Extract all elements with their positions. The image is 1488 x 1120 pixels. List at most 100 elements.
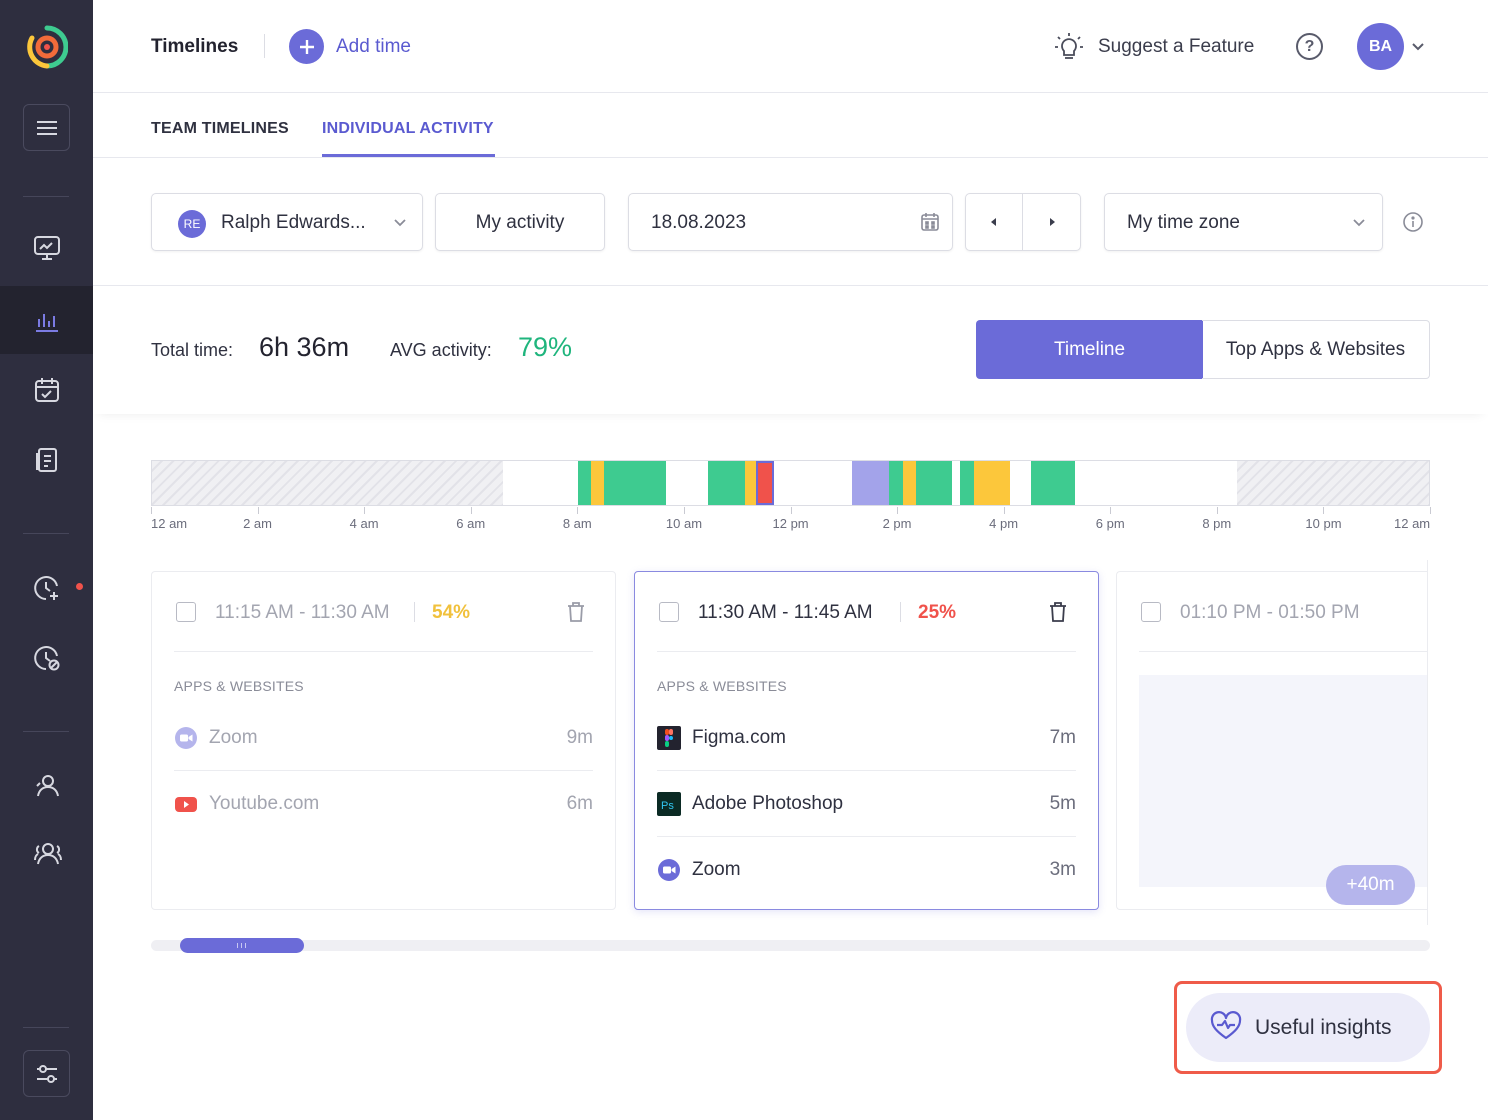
apps-header: APPS & WEBSITES: [174, 678, 304, 694]
separator: [1139, 651, 1429, 652]
settings-button[interactable]: [23, 1050, 70, 1097]
tab-individual-activity[interactable]: INDIVIDUAL ACTIVITY: [322, 120, 494, 137]
date-value: 18.08.2023: [651, 212, 747, 233]
card-edge-line: [1427, 560, 1428, 925]
suggest-feature-link[interactable]: Suggest a Feature: [1098, 36, 1255, 57]
time-slot-card[interactable]: 01:10 PM - 01:50 PM +40m: [1116, 571, 1488, 910]
sidebar-item-calendar[interactable]: [0, 356, 93, 424]
trash-icon[interactable]: [1048, 601, 1068, 623]
apps-header: APPS & WEBSITES: [657, 678, 787, 694]
calendar-icon: [921, 213, 939, 231]
axis-tick: [1110, 507, 1112, 514]
top-apps-view-button[interactable]: Top Apps & Websites: [1202, 320, 1430, 379]
timeline-block[interactable]: [889, 461, 903, 505]
filter-bar: RE Ralph Edwards... My activity 18.08.20…: [93, 158, 1488, 286]
app-duration: 9m: [566, 727, 593, 748]
axis-tick-label: 2 am: [243, 516, 272, 531]
total-time-value: 6h 36m: [259, 332, 350, 362]
chevron-down-icon[interactable]: [1411, 40, 1425, 54]
add-time-button[interactable]: [289, 29, 324, 64]
sidebar-item-time-off[interactable]: [0, 624, 93, 692]
info-icon[interactable]: [1402, 211, 1424, 233]
app-duration: 3m: [1049, 859, 1076, 880]
insights-highlight-frame: [1174, 981, 1442, 1074]
add-time-link[interactable]: Add time: [336, 36, 411, 57]
hamburger-menu-button[interactable]: [23, 104, 70, 151]
my-activity-button[interactable]: My activity: [435, 193, 605, 251]
sidebar-divider: [23, 533, 69, 534]
chevron-down-icon: [1353, 219, 1365, 227]
timezone-value: My time zone: [1127, 212, 1240, 233]
user-select[interactable]: RE Ralph Edwards...: [151, 193, 423, 251]
time-slot-card[interactable]: 11:15 AM - 11:30 AM 54% APPS & WEBSITES …: [151, 571, 616, 910]
app-name: Figma.com: [692, 727, 786, 748]
trash-icon[interactable]: [566, 601, 586, 623]
timeline-offhours: [152, 461, 503, 505]
sidebar-item-timelines[interactable]: [0, 286, 93, 354]
avg-activity-label: AVG activity:: [390, 340, 492, 360]
user-avatar[interactable]: BA: [1357, 23, 1404, 70]
separator: [657, 770, 1076, 771]
axis-tick-label: 2 pm: [882, 516, 912, 531]
timeline-block[interactable]: [852, 461, 889, 505]
day-timeline[interactable]: [151, 460, 1430, 506]
date-picker[interactable]: 18.08.2023: [628, 193, 953, 251]
cards-scrollbar-thumb[interactable]: [180, 938, 304, 953]
clock-cancel-icon: [33, 646, 59, 671]
select-checkbox[interactable]: [659, 602, 679, 622]
timeline-view-button[interactable]: Timeline: [976, 320, 1203, 379]
timeline-block[interactable]: [745, 461, 756, 505]
separator: [174, 770, 593, 771]
my-activity-label: My activity: [475, 212, 565, 233]
youtube-icon: [175, 797, 197, 812]
axis-tick: [1216, 507, 1218, 514]
timeline-block[interactable]: [960, 461, 974, 505]
sidebar-item-dashboard[interactable]: [0, 214, 93, 282]
zoom-icon: [658, 859, 680, 881]
lightbulb-icon[interactable]: [1053, 31, 1085, 63]
sliders-icon: [36, 1064, 57, 1083]
screenshot-placeholder: +40m: [1139, 675, 1429, 905]
axis-tick-label: 12 am: [151, 516, 188, 531]
next-day-button[interactable]: [1023, 194, 1080, 250]
axis-tick: [1430, 507, 1431, 514]
axis-tick: [683, 507, 685, 514]
axis-tick-label: 12 am: [1394, 516, 1431, 531]
timeline-block[interactable]: [708, 461, 745, 505]
axis-tick: [897, 507, 899, 514]
axis-tick-label: 10 pm: [1305, 516, 1342, 531]
axis-tick: [1323, 507, 1325, 514]
app-row: Ps Adobe Photoshop 5m: [657, 792, 1076, 858]
timeline-block[interactable]: [604, 461, 666, 505]
tab-team-timelines[interactable]: TEAM TIMELINES: [151, 120, 289, 137]
timeline-block[interactable]: [591, 461, 604, 505]
separator: [657, 651, 1076, 652]
figma-icon: [657, 726, 681, 750]
timeline-block[interactable]: [1031, 461, 1075, 505]
timeline-block[interactable]: [974, 461, 1010, 505]
cards-scrollbar-track[interactable]: [151, 940, 1430, 951]
more-time-badge[interactable]: +40m: [1326, 865, 1415, 905]
app-name: Zoom: [209, 727, 258, 748]
axis-tick-label: 12 pm: [772, 516, 809, 531]
help-icon[interactable]: ?: [1296, 33, 1323, 60]
select-checkbox[interactable]: [1141, 602, 1161, 622]
heart-pulse-icon: [1210, 1011, 1242, 1040]
prev-day-button[interactable]: [966, 194, 1023, 250]
timeline-block[interactable]: [903, 461, 916, 505]
sidebar-item-team[interactable]: [0, 820, 93, 888]
axis-tick: [790, 507, 792, 514]
useful-insights-button[interactable]: Useful insights: [1186, 993, 1430, 1062]
sidebar-item-user[interactable]: [0, 752, 93, 820]
time-slot-card-selected[interactable]: 11:30 AM - 11:45 AM 25% APPS & WEBSITES …: [634, 571, 1099, 910]
divider: [414, 602, 415, 622]
timeline-block[interactable]: [578, 461, 591, 505]
timeline-block[interactable]: [916, 461, 952, 505]
sidebar-item-add-time[interactable]: [0, 554, 93, 622]
timezone-select[interactable]: My time zone: [1104, 193, 1383, 251]
timeline-block-selected[interactable]: [756, 461, 774, 505]
sidebar-item-reports[interactable]: [0, 426, 93, 494]
select-checkbox[interactable]: [176, 602, 196, 622]
plus-icon: [299, 39, 314, 54]
app-logo-icon[interactable]: [26, 24, 68, 70]
